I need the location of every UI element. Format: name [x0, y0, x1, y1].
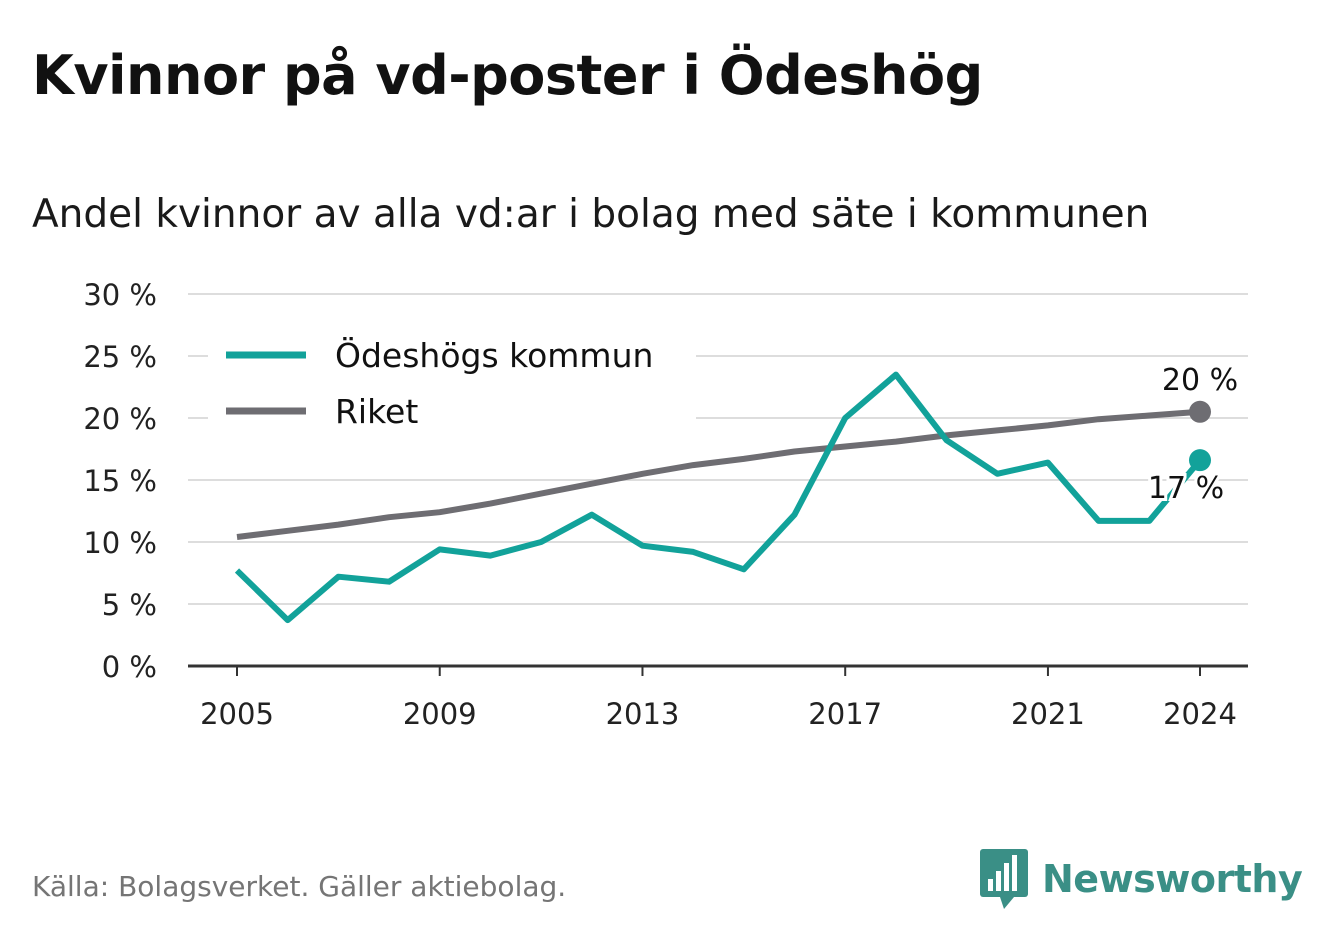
x-tick-label: 2017 — [808, 697, 882, 731]
legend-label: Riket — [335, 392, 418, 431]
x-tick-label: 2005 — [200, 697, 274, 731]
end-point-marker — [1189, 400, 1211, 423]
x-tick-label: 2024 — [1163, 697, 1237, 731]
y-tick-label: 10 % — [83, 526, 157, 560]
newsworthy-logo-icon — [980, 849, 1028, 909]
legend-label: Ödeshögs kommun — [335, 335, 653, 375]
end-point-marker — [1189, 449, 1211, 472]
chart-subtitle: Andel kvinnor av alla vd:ar i bolag med … — [32, 192, 1150, 237]
brand-name: Newsworthy — [1042, 857, 1303, 901]
end-label-riket: 20 % — [1162, 363, 1238, 398]
brand-logo: Newsworthy — [980, 848, 1303, 910]
y-tick-label: 20 % — [83, 402, 157, 436]
x-tick-label: 2021 — [1011, 697, 1085, 731]
y-tick-label: 25 % — [83, 340, 157, 374]
x-tick-label: 2013 — [606, 697, 680, 731]
source-note: Källa: Bolagsverket. Gäller aktiebolag. — [32, 870, 567, 903]
chart-title: Kvinnor på vd-poster i Ödeshög — [32, 44, 983, 107]
y-tick-label: 5 % — [102, 588, 157, 622]
series-line-odeshog — [234, 371, 1203, 624]
y-tick-label: 0 % — [102, 650, 157, 684]
y-tick-label: 15 % — [83, 464, 157, 498]
series-line-riket — [236, 408, 1201, 540]
end-label-odeshog: 17 % — [1148, 471, 1224, 506]
y-tick-label: 30 % — [83, 278, 157, 312]
legend-box — [208, 326, 696, 438]
x-tick-label: 2009 — [403, 697, 477, 731]
